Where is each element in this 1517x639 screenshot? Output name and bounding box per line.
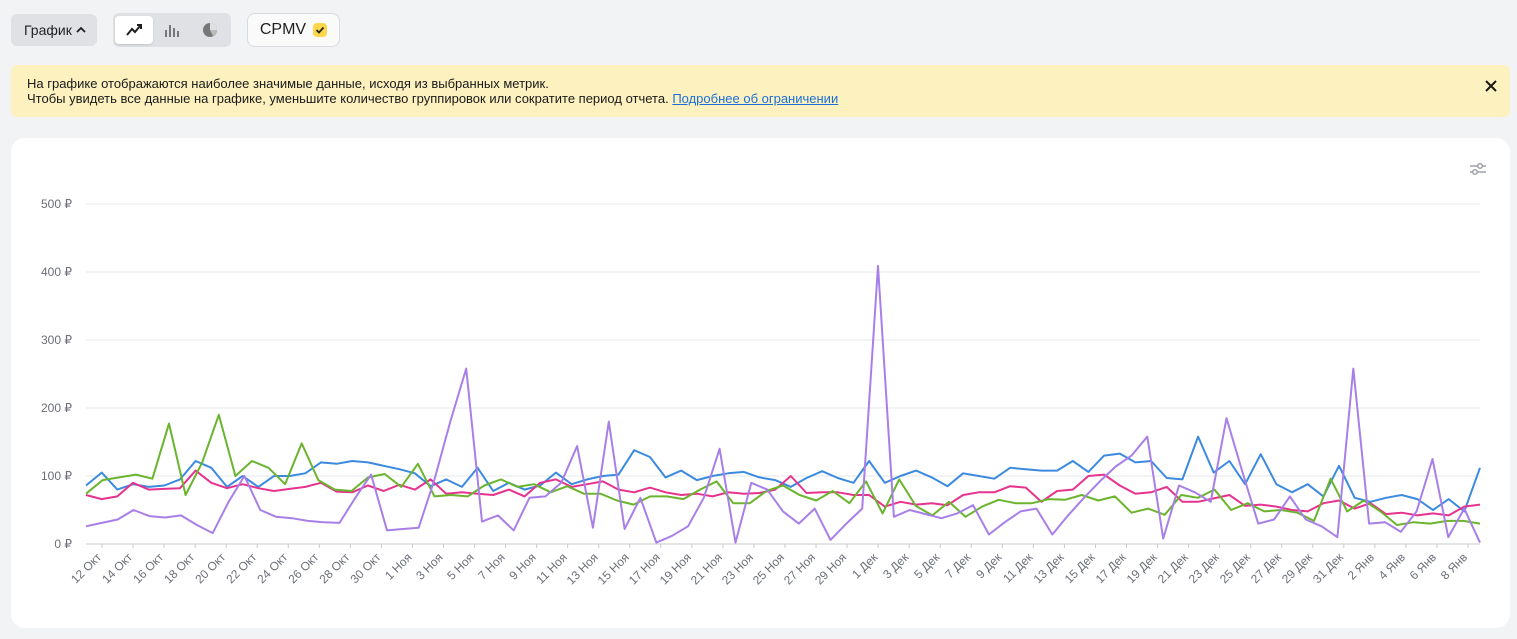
x-tick-label: 23 Дек: [1186, 550, 1222, 586]
checkmark-icon: [313, 23, 328, 37]
graph-toggle-label: График: [24, 22, 72, 38]
x-tick-label: 17 Дек: [1093, 550, 1129, 586]
x-tick-label: 4 Янв: [1376, 550, 1408, 582]
pie-chart-icon: [202, 23, 217, 37]
x-tick-label: 17 Ноя: [626, 550, 663, 587]
x-tick-label: 8 Янв: [1438, 550, 1470, 582]
chart-card: 0 ₽ 100 ₽ 200 ₽ 300 ₽ 400 ₽ 500 ₽ 12 Окт 14 Окт…: [11, 138, 1510, 628]
y-tick-label: 300 ₽: [41, 333, 72, 347]
x-tick-label: 11 Ноя: [533, 550, 570, 587]
x-tick-label: 3 Дек: [880, 550, 912, 582]
metric-chip-cpmv[interactable]: CPMV: [246, 13, 341, 47]
x-tick-label: 24 Окт: [254, 550, 290, 586]
x-tick-label: 21 Дек: [1155, 550, 1191, 586]
x-tick-label: 28 Окт: [316, 550, 352, 586]
limit-details-link[interactable]: Подробнее об ограничении: [672, 91, 839, 106]
chart-type-line-button[interactable]: [114, 16, 153, 44]
x-tick-label: 7 Ноя: [475, 550, 507, 582]
x-tick-label: 23 Ноя: [719, 550, 756, 587]
chart-type-bar-button[interactable]: [153, 16, 191, 44]
y-tick-label: 200 ₽: [41, 401, 72, 415]
chart-type-switch: [112, 13, 231, 47]
metric-label: CPMV: [259, 21, 307, 38]
x-tick-label: 19 Дек: [1124, 550, 1160, 586]
x-tick-label: 15 Дек: [1062, 550, 1098, 586]
graph-toggle-button[interactable]: График: [11, 14, 97, 46]
x-tick-label: 2 Янв: [1345, 550, 1377, 582]
limit-notice: На графике отображаются наиболее значимы…: [11, 65, 1510, 117]
notice-text-2: Чтобы увидеть все данные на графике, уме…: [27, 91, 669, 106]
y-tick-label: 0 ₽: [54, 537, 72, 551]
notice-line-1: На графике отображаются наиболее значимы…: [27, 76, 549, 91]
x-tick-label: 20 Окт: [192, 550, 228, 586]
x-tick-label: 11 Дек: [1000, 550, 1036, 586]
series-line-1[interactable]: [85, 435, 1481, 513]
series-line-3[interactable]: [85, 413, 1481, 526]
notice-line-2: Чтобы увидеть все данные на графике, уме…: [27, 91, 1494, 106]
x-tick-label: 5 Ноя: [444, 550, 476, 582]
x-tick-label: 7 Дек: [942, 550, 974, 582]
x-tick-label: 15 Ноя: [595, 550, 632, 587]
x-tick-label: 1 Дек: [849, 550, 881, 582]
x-tick-label: 6 Янв: [1407, 550, 1439, 582]
close-icon[interactable]: [1484, 79, 1498, 93]
x-tick-label: 14 Окт: [99, 550, 135, 586]
x-tick-label: 19 Ноя: [657, 550, 694, 587]
x-tick-label: 27 Ноя: [781, 550, 818, 587]
x-tick-label: 27 Дек: [1248, 550, 1284, 586]
series-line-4[interactable]: [85, 264, 1481, 544]
x-tick-label: 30 Окт: [348, 550, 384, 586]
x-tick-label: 26 Окт: [285, 550, 321, 586]
x-tick-label: 13 Ноя: [564, 550, 601, 587]
x-tick-label: 3 Ноя: [413, 550, 445, 582]
x-tick-label: 29 Ноя: [812, 550, 849, 587]
x-tick-label: 1 Ноя: [382, 550, 414, 582]
chart-type-pie-button[interactable]: [191, 16, 229, 44]
y-tick-label: 500 ₽: [41, 197, 72, 211]
y-tick-label: 400 ₽: [41, 265, 72, 279]
series-line-2[interactable]: [85, 469, 1481, 517]
x-tick-label: 5 Дек: [911, 550, 943, 582]
x-tick-label: 12 Окт: [68, 550, 104, 586]
x-tick-label: 31 Дек: [1310, 550, 1346, 586]
chevron-up-icon: [76, 26, 86, 33]
chart-settings-icon[interactable]: [1469, 160, 1487, 178]
x-tick-label: 21 Ноя: [688, 550, 725, 587]
x-tick-label: 13 Дек: [1031, 550, 1067, 586]
x-tick-label: 16 Окт: [130, 550, 166, 586]
x-tick-label: 29 Дек: [1279, 550, 1315, 586]
line-chart-icon: [126, 24, 142, 36]
x-tick-label: 18 Окт: [161, 550, 197, 586]
x-tick-label: 22 Окт: [223, 550, 259, 586]
x-tick-label: 25 Дек: [1217, 550, 1253, 586]
chart-toolbar: График CPMV: [11, 13, 341, 47]
y-tick-label: 100 ₽: [41, 469, 72, 483]
bar-chart-icon: [164, 25, 179, 37]
x-tick-label: 25 Ноя: [750, 550, 787, 587]
